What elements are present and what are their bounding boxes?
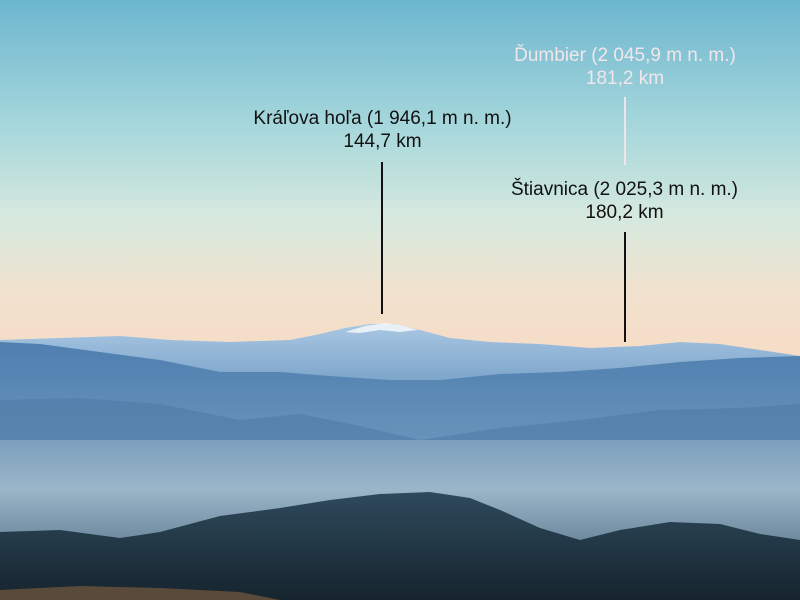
foreground-hills [0,492,800,600]
sky [0,0,800,360]
pointer-line-kralova-hola [381,162,383,314]
foreground-ground [0,586,280,600]
snow-cap [345,323,418,333]
peak-name: Kráľova hoľa (1 946,1 m n. m.) [253,108,512,129]
label-dumbier: Ďumbier (2 045,9 m n. m.) 181,2 km [480,44,770,90]
label-stiavnica: Štiavnica (2 025,3 m n. m.) 180,2 km [482,178,767,224]
pointer-line-dumbier [624,97,626,165]
label-kralova-hola: Kráľova hoľa (1 946,1 m n. m.) 144,7 km [215,107,550,153]
peak-distance: 180,2 km [585,202,664,223]
far-mountain-range [0,324,800,380]
sky-haze-band [0,200,800,220]
peak-name: Ďumbier (2 045,9 m n. m.) [514,45,736,66]
peak-distance: 181,2 km [585,68,665,89]
peak-name: Štiavnica (2 025,3 m n. m.) [510,179,739,200]
pointer-line-stiavnica [624,232,626,342]
peak-distance: 144,7 km [343,131,422,152]
